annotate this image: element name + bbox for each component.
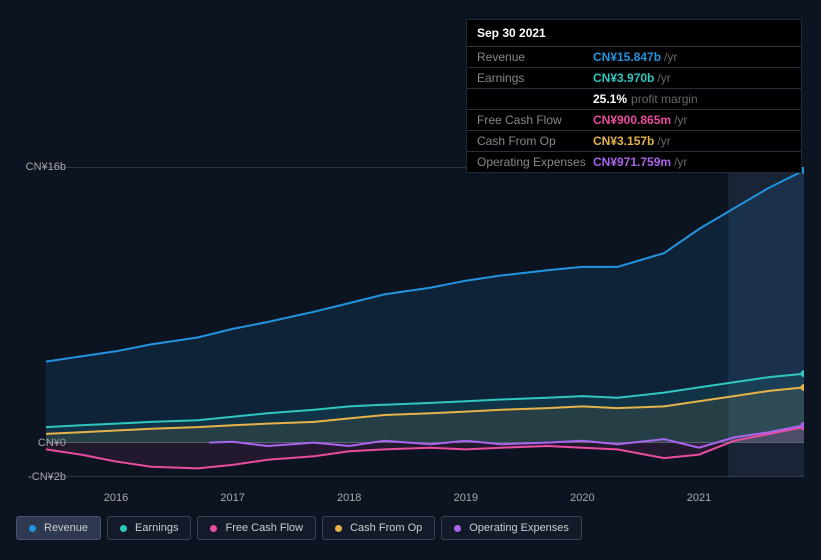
legend-item-revenue[interactable]: Revenue bbox=[16, 516, 101, 540]
tooltip-row-free-cash-flow: Free Cash FlowCN¥900.865m/yr bbox=[467, 110, 801, 131]
tooltip-value: CN¥3.157b bbox=[593, 134, 654, 148]
tooltip-box: Sep 30 2021 RevenueCN¥15.847b/yrEarnings… bbox=[466, 19, 802, 173]
tooltip-value: CN¥15.847b bbox=[593, 50, 661, 64]
tooltip-label: Earnings bbox=[477, 71, 593, 85]
legend-dot-icon bbox=[120, 525, 127, 532]
tooltip-label: Cash From Op bbox=[477, 134, 593, 148]
x-axis-label: 2021 bbox=[687, 492, 711, 504]
tooltip-value: CN¥900.865m bbox=[593, 113, 671, 127]
legend-label: Cash From Op bbox=[350, 522, 422, 534]
x-axis-label: 2020 bbox=[570, 492, 594, 504]
legend-item-cash-from-op[interactable]: Cash From Op bbox=[322, 516, 435, 540]
tooltip-suffix: /yr bbox=[674, 155, 687, 169]
legend-dot-icon bbox=[335, 525, 342, 532]
legend-label: Earnings bbox=[135, 522, 178, 534]
tooltip-suffix: /yr bbox=[657, 71, 670, 85]
tooltip-suffix: /yr bbox=[664, 50, 677, 64]
tooltip-profit-margin: 25.1%profit margin bbox=[467, 89, 801, 110]
legend: Revenue Earnings Free Cash Flow Cash From O… bbox=[16, 516, 582, 540]
tooltip-row-cash-from-op: Cash From OpCN¥3.157b/yr bbox=[467, 131, 801, 152]
x-axis-label: 2017 bbox=[220, 492, 244, 504]
chart-area: CN¥16bCN¥0-CN¥2b bbox=[16, 150, 804, 480]
x-axis-label: 2019 bbox=[454, 492, 478, 504]
chart-plot[interactable] bbox=[16, 167, 804, 477]
tooltip-suffix: /yr bbox=[674, 113, 687, 127]
x-axis-labels: 2016 2017 2018 2019 2020 2021 bbox=[16, 492, 804, 512]
legend-item-operating-expenses[interactable]: Operating Expenses bbox=[441, 516, 582, 540]
tooltip-label: Revenue bbox=[477, 50, 593, 64]
tooltip-suffix: /yr bbox=[657, 134, 670, 148]
tooltip-value: CN¥3.970b bbox=[593, 71, 654, 85]
legend-item-earnings[interactable]: Earnings bbox=[107, 516, 191, 540]
tooltip-date: Sep 30 2021 bbox=[467, 20, 801, 47]
tooltip-row-earnings: EarningsCN¥3.970b/yr bbox=[467, 68, 801, 89]
tooltip-row-operating-expenses: Operating ExpensesCN¥971.759m/yr bbox=[467, 152, 801, 172]
legend-label: Revenue bbox=[44, 522, 88, 534]
tooltip-row-revenue: RevenueCN¥15.847b/yr bbox=[467, 47, 801, 68]
tooltip-value: CN¥971.759m bbox=[593, 155, 671, 169]
legend-dot-icon bbox=[29, 525, 36, 532]
legend-label: Free Cash Flow bbox=[225, 522, 303, 534]
legend-dot-icon bbox=[454, 525, 461, 532]
x-axis-label: 2016 bbox=[104, 492, 128, 504]
legend-item-free-cash-flow[interactable]: Free Cash Flow bbox=[197, 516, 316, 540]
legend-dot-icon bbox=[210, 525, 217, 532]
x-axis-label: 2018 bbox=[337, 492, 361, 504]
tooltip-label: Free Cash Flow bbox=[477, 113, 593, 127]
legend-label: Operating Expenses bbox=[469, 522, 569, 534]
tooltip-label: Operating Expenses bbox=[477, 155, 593, 169]
